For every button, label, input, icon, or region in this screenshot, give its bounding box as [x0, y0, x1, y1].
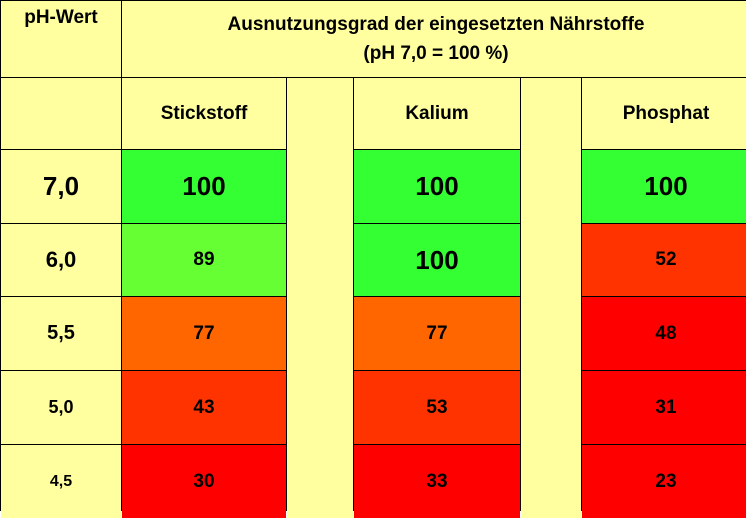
value-cell-phosphat: 23	[582, 445, 746, 518]
value-cell-stickstoff: 77	[122, 297, 286, 370]
row-label-ph: 5,0	[1, 371, 121, 444]
value-cell-stickstoff: 30	[122, 445, 286, 518]
title-line-2: (pH 7,0 = 100 %)	[363, 43, 509, 64]
value-cell-kalium: 33	[354, 445, 520, 518]
spacer-column-2	[521, 78, 581, 518]
value-cell-phosphat: 52	[582, 224, 746, 296]
row-label-ph: 4,5	[1, 445, 121, 518]
table-title: Ausnutzungsgrad der eingesetzten Nährsto…	[122, 1, 746, 77]
ph-header: pH-Wert	[1, 1, 121, 77]
column-header-phosphat: Phosphat	[582, 78, 746, 149]
title-line-1: Ausnutzungsgrad der eingesetzten Nährsto…	[227, 14, 645, 35]
row-label-ph: 6,0	[1, 224, 121, 296]
row-label-ph: 7,0	[1, 150, 121, 223]
value-cell-stickstoff: 100	[122, 150, 286, 223]
value-cell-phosphat: 100	[582, 150, 746, 223]
value-cell-kalium: 53	[354, 371, 520, 444]
value-cell-phosphat: 48	[582, 297, 746, 370]
row-label-ph: 5,5	[1, 297, 121, 370]
column-header-kalium: Kalium	[354, 78, 520, 149]
value-cell-stickstoff: 89	[122, 224, 286, 296]
value-cell-kalium: 77	[354, 297, 520, 370]
value-cell-phosphat: 31	[582, 371, 746, 444]
value-cell-kalium: 100	[354, 224, 520, 296]
value-cell-stickstoff: 43	[122, 371, 286, 444]
spacer-column-1	[287, 78, 353, 518]
ph-column-spacer	[1, 78, 121, 149]
value-cell-kalium: 100	[354, 150, 520, 223]
column-header-stickstoff: Stickstoff	[122, 78, 286, 149]
